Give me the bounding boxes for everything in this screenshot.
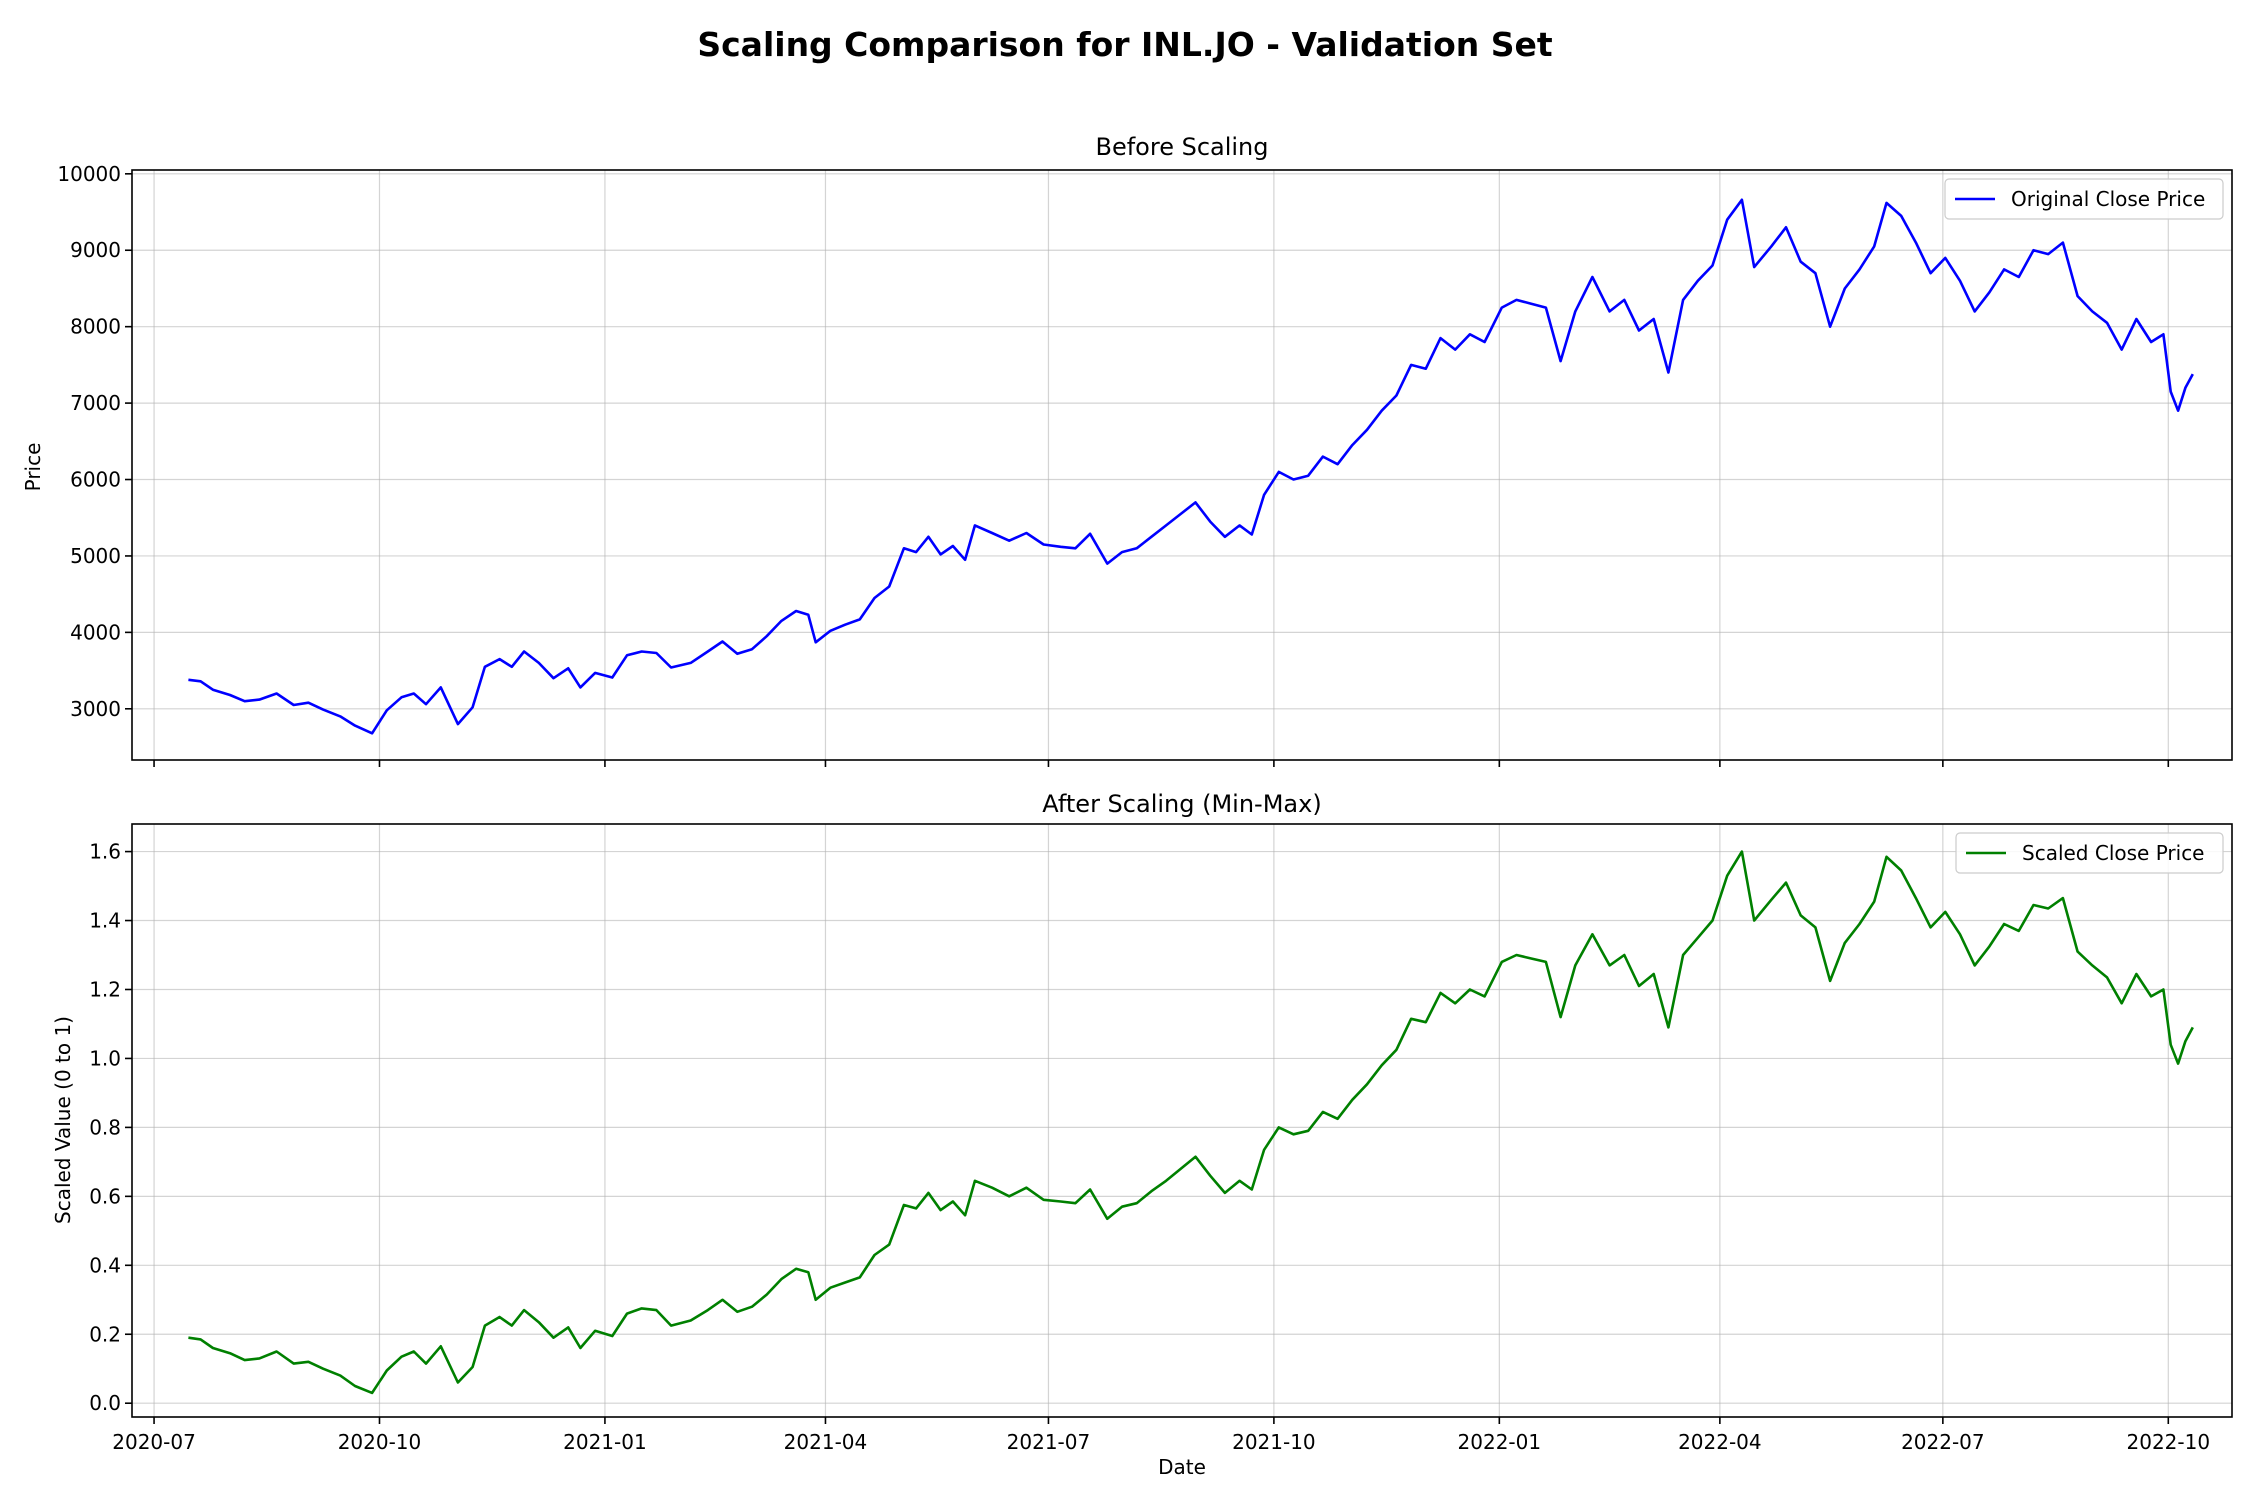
x-tick-label: 2021-07 (1007, 1430, 1091, 1454)
x-axis-label: Date (1158, 1455, 1206, 1479)
price-y-tick-label: 3000 (70, 697, 121, 721)
scaled-y-tick-label: 1.4 (89, 909, 121, 933)
price-y-tick-label: 5000 (70, 544, 121, 568)
scaled-y-tick-label: 0.2 (89, 1322, 121, 1346)
scaled-y-axis-label: Scaled Value (0 to 1) (51, 1016, 75, 1224)
scaled-subplot-title: After Scaling (Min-Max) (1042, 790, 1321, 818)
price-subplot: Before Scaling Price 3000 4000 5000 6000 700… (21, 133, 2233, 767)
price-legend-label: Original Close Price (2011, 187, 2205, 211)
price-y-tick-label: 9000 (70, 238, 121, 262)
price-y-tick-label: 8000 (70, 315, 121, 339)
price-legend: Original Close Price (1944, 178, 2224, 220)
x-tick-label: 2022-01 (1458, 1430, 1542, 1454)
price-series-line (188, 198, 2194, 735)
price-y-axis-label: Price (21, 443, 45, 492)
x-tick-label: 2021-10 (1232, 1430, 1316, 1454)
price-y-tick-label: 7000 (70, 391, 121, 415)
x-tick-label: 2022-10 (2127, 1430, 2211, 1454)
scaled-y-tick-label: 0.8 (89, 1115, 121, 1139)
x-tick-label: 2022-04 (1678, 1430, 1762, 1454)
x-tick-label: 2021-01 (563, 1430, 647, 1454)
scaled-y-tick-label: 1.2 (89, 977, 121, 1001)
x-tick-label: 2020-10 (338, 1430, 422, 1454)
price-axes-frame (131, 169, 2233, 761)
scaled-y-tick-label: 0.6 (89, 1184, 121, 1208)
scaled-y-tick-label: 1.0 (89, 1046, 121, 1070)
scaled-series-line (188, 850, 2194, 1395)
x-tick-label: 2022-07 (1901, 1430, 1985, 1454)
scaled-legend-box (1955, 832, 2224, 874)
scaled-legend-label: Scaled Close Price (2022, 841, 2205, 865)
scaled-subplot: After Scaling (Min-Max) Scaled Value (0 … (51, 790, 2233, 1479)
scaled-axes-frame (131, 823, 2233, 1418)
figure-title: Scaling Comparison for INL.JO - Validati… (697, 25, 1553, 64)
price-y-tick-label: 4000 (70, 620, 121, 644)
price-y-tick-label: 6000 (70, 468, 121, 492)
price-legend-box (1944, 178, 2224, 220)
price-subplot-title: Before Scaling (1095, 133, 1268, 161)
scaled-legend: Scaled Close Price (1955, 832, 2224, 874)
price-y-tick-label: 10000 (57, 162, 121, 186)
x-tick-label: 2020-07 (112, 1430, 196, 1454)
x-tick-label: 2021-04 (784, 1430, 868, 1454)
scaled-y-tick-label: 0.4 (89, 1253, 121, 1277)
scaled-y-tick-label: 0.0 (89, 1391, 121, 1415)
scaled-y-tick-label: 1.6 (89, 840, 121, 864)
